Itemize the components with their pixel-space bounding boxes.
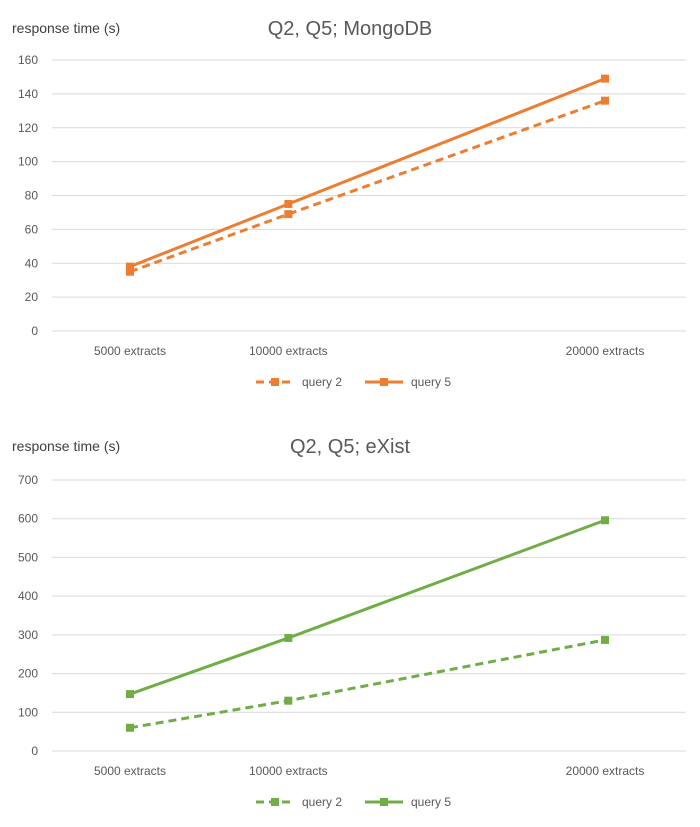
data-point: [126, 723, 134, 732]
y-tick-label: 500: [18, 550, 38, 564]
legend-marker: [380, 378, 388, 386]
chart-title: Q2, Q5; MongoDB: [267, 18, 433, 40]
plot-area: 0 100 200 300 400 500 600 700 5000 extracts 10000…: [18, 473, 686, 809]
y-axis-label: response time (s): [12, 20, 121, 36]
chart-exist: Q2, Q5; eXist response time (s) 0 100 200 3…: [0, 420, 700, 820]
series-line-query-2: [129, 638, 606, 730]
chart-title: Q2, Q5; eXist: [289, 436, 411, 458]
x-tick-label: 5000 extracts: [94, 764, 166, 778]
y-tick-label: 700: [18, 473, 38, 487]
data-point: [601, 635, 609, 644]
x-tick-label: 20000 extracts: [566, 344, 645, 358]
data-point: [601, 516, 609, 525]
y-tick-label: 40: [25, 256, 39, 270]
data-point: [126, 262, 134, 271]
data-point: [126, 690, 134, 699]
y-tick-label: 100: [18, 155, 38, 169]
y-tick-label: 600: [18, 512, 38, 526]
y-tick-label: 400: [18, 589, 38, 603]
data-point: [126, 267, 134, 276]
x-tick-label: 10000 extracts: [249, 764, 328, 778]
series-line-query-5: [129, 77, 606, 269]
x-tick-label: 10000 extracts: [249, 344, 328, 358]
y-tick-label: 60: [25, 222, 39, 236]
data-point: [284, 633, 293, 642]
data-point: [284, 696, 293, 705]
legend-label: query 5: [411, 795, 451, 809]
y-tick-label: 0: [31, 744, 38, 758]
x-tick-label: 20000 extracts: [566, 764, 645, 778]
y-tick-label: 300: [18, 628, 38, 642]
series-line-query-5: [129, 518, 606, 696]
legend-label: query 2: [302, 795, 342, 809]
legend-label: query 5: [411, 375, 451, 389]
legend-marker: [380, 798, 388, 806]
x-tick-label: 5000 extracts: [94, 344, 166, 358]
chart-mongodb: Q2, Q5; MongoDB response time (s) 0 20 40 6…: [0, 0, 700, 400]
y-tick-label: 100: [18, 705, 38, 719]
y-tick-label: 80: [25, 189, 39, 203]
legend-label: query 2: [302, 375, 342, 389]
y-tick-label: 0: [31, 324, 38, 338]
y-tick-label: 160: [18, 53, 38, 67]
plot-area: 0 20 40 60 80 100 120 140 160 5000 extracts 10000 …: [18, 53, 686, 389]
legend-marker: [271, 798, 279, 806]
y-tick-label: 200: [18, 667, 38, 681]
y-tick-label: 140: [18, 87, 38, 101]
series-line-query-2: [129, 99, 606, 274]
y-axis-label: response time (s): [12, 438, 121, 454]
data-point: [284, 210, 293, 219]
data-point: [601, 96, 609, 105]
data-point: [284, 199, 293, 208]
legend-marker: [271, 378, 279, 386]
data-point: [601, 74, 609, 83]
y-tick-label: 120: [18, 121, 38, 135]
y-tick-label: 20: [25, 290, 39, 304]
